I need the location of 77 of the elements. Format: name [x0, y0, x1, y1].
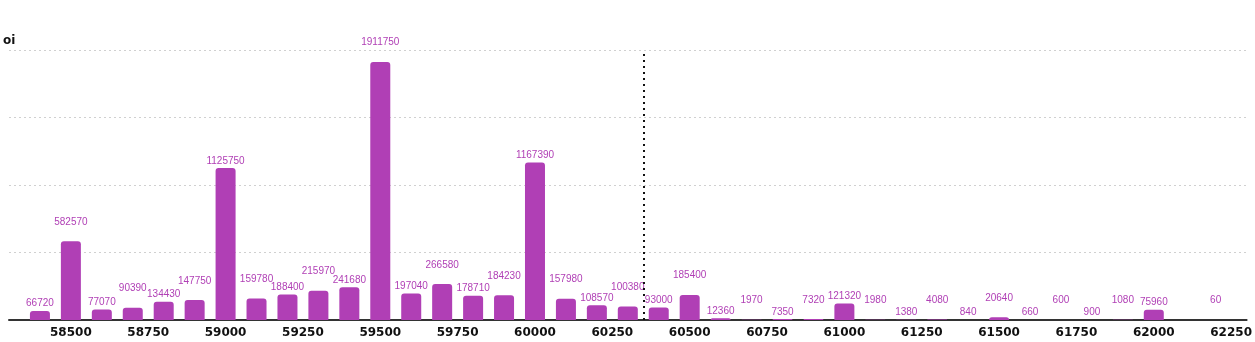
x-tick-label: 60000	[514, 325, 556, 339]
data-label: 100380	[611, 280, 645, 292]
x-tick-label: 58750	[127, 325, 170, 339]
bar	[153, 301, 174, 320]
data-label: 600	[1052, 294, 1070, 306]
data-label: 7350	[771, 305, 795, 317]
x-tick-label: 59750	[436, 325, 479, 339]
data-label: 900	[1083, 306, 1101, 318]
x-tick-label: 58500	[50, 325, 92, 339]
bar	[617, 306, 638, 320]
bar	[494, 295, 515, 320]
bar	[29, 310, 50, 320]
bar	[91, 309, 112, 320]
x-tick-label: 60750	[746, 325, 788, 339]
bar	[648, 307, 669, 320]
bar	[679, 294, 700, 320]
data-label: 1970	[740, 294, 764, 306]
bar	[401, 293, 422, 320]
x-tick-label: 60500	[668, 325, 711, 339]
data-label: 66720	[26, 297, 55, 309]
x-tick-label: 61500	[978, 325, 1020, 339]
data-label: 159780	[239, 272, 274, 284]
data-label: 60	[1210, 294, 1222, 306]
bar	[122, 307, 143, 320]
x-tick-label: 61000	[823, 325, 866, 339]
data-label: 1080	[1111, 294, 1135, 306]
data-label: 188400	[270, 281, 305, 293]
bar	[308, 290, 329, 320]
x-tick-label: 62000	[1132, 325, 1175, 339]
bar	[463, 295, 484, 320]
x-tick-label: 61750	[1055, 325, 1098, 339]
data-label: 12360	[706, 304, 735, 316]
data-label: 7320	[802, 293, 826, 305]
y-axis-title: oi	[3, 33, 16, 47]
bar	[60, 241, 81, 320]
bar	[834, 303, 855, 320]
data-label: 20640	[985, 291, 1014, 303]
x-tick-label: 60250	[591, 325, 634, 339]
data-label: 108570	[580, 291, 614, 303]
data-label: 121320	[827, 290, 862, 302]
bar	[215, 168, 236, 320]
bar	[555, 298, 576, 320]
bar	[370, 61, 391, 320]
data-label: 75960	[1139, 296, 1169, 308]
data-label: 178710	[456, 282, 491, 294]
bar	[1143, 309, 1164, 320]
data-label: 185400	[673, 269, 707, 281]
x-tick-label: 62250	[1210, 325, 1253, 339]
data-label: 1980	[864, 294, 887, 306]
x-tick-label: 59250	[282, 325, 324, 339]
bar	[524, 162, 545, 320]
data-label: 1167390	[515, 148, 555, 160]
bar	[586, 305, 607, 320]
data-label: 77070	[87, 296, 117, 308]
data-label: 93000	[644, 293, 674, 305]
data-label: 1125750	[206, 154, 246, 166]
data-label: 197040	[394, 279, 429, 291]
data-label: 582570	[54, 215, 88, 227]
data-label: 840	[959, 306, 977, 318]
data-label: 147750	[177, 274, 212, 286]
bar	[339, 287, 360, 320]
data-label: 1911750	[361, 36, 400, 48]
x-tick-label: 61250	[900, 325, 943, 339]
data-label: 1380	[895, 306, 918, 318]
data-label: 4080	[926, 293, 949, 305]
bar	[184, 300, 205, 320]
bar	[277, 294, 298, 320]
x-tick-label: 59500	[359, 325, 402, 339]
data-label: 266580	[425, 258, 460, 270]
data-label: 660	[1021, 306, 1039, 318]
data-label: 157980	[549, 273, 584, 285]
x-tick-label: 59000	[204, 325, 247, 339]
data-label: 184230	[487, 269, 522, 281]
bar	[432, 284, 453, 320]
data-label: 134430	[147, 288, 181, 300]
bar	[246, 298, 267, 320]
data-label: 90390	[118, 282, 148, 294]
